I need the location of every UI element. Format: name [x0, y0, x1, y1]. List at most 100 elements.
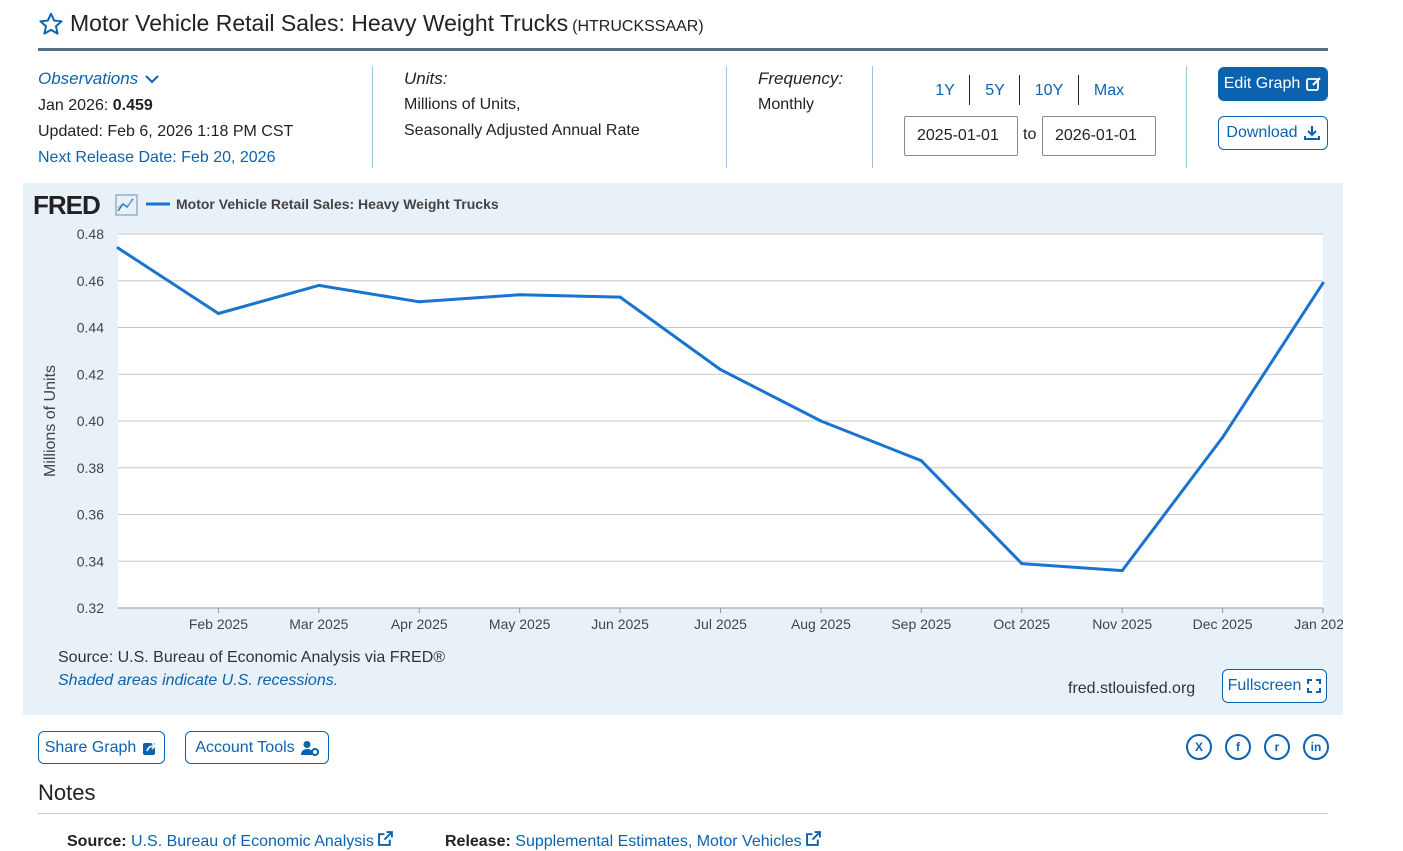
data-point[interactable]: [1020, 562, 1024, 566]
range-divider: [1019, 75, 1020, 105]
reddit-share-icon[interactable]: r: [1264, 734, 1290, 760]
range-divider: [969, 75, 970, 105]
range-max-button[interactable]: Max: [1093, 82, 1125, 99]
share-graph-label: Share Graph: [44, 738, 137, 756]
x-tick-label: Sep 2025: [891, 616, 951, 632]
divider: [1186, 66, 1187, 168]
divider: [372, 66, 373, 168]
y-tick-label: 0.42: [77, 366, 104, 382]
y-tick-label: 0.44: [77, 320, 104, 336]
range-5y-button[interactable]: 5Y: [985, 82, 1005, 99]
fred-logo: FRED: [33, 190, 100, 220]
y-tick-label: 0.34: [77, 553, 104, 569]
graph-panel: FRED Motor Vehicle Retail Sales: Heavy W…: [23, 183, 1343, 715]
share-graph-button[interactable]: Share Graph: [38, 731, 165, 764]
x-tick-label: Feb 2025: [189, 616, 248, 632]
x-tick-label: Oct 2025: [993, 616, 1050, 632]
chevron-down-icon: [145, 75, 159, 84]
source-label: Source:: [67, 833, 127, 850]
download-label: Download: [1226, 124, 1298, 141]
updated-text: Updated: Feb 6, 2026 1:18 PM CST: [38, 123, 294, 140]
start-date-input[interactable]: [904, 116, 1018, 156]
download-button[interactable]: Download: [1218, 116, 1328, 150]
page-title: Motor Vehicle Retail Sales: Heavy Weight…: [70, 10, 569, 36]
data-point[interactable]: [1221, 435, 1225, 439]
legend-label: Motor Vehicle Retail Sales: Heavy Weight…: [176, 196, 499, 212]
star-icon[interactable]: [38, 11, 64, 37]
edit-graph-button[interactable]: Edit Graph: [1218, 67, 1328, 101]
data-point[interactable]: [1120, 569, 1124, 573]
download-icon: [1303, 126, 1320, 140]
header-divider: [38, 48, 1328, 51]
y-tick-label: 0.36: [77, 507, 104, 523]
recession-note-link[interactable]: Shaded areas indicate U.S. recessions.: [58, 672, 339, 689]
units-label: Units:: [404, 69, 448, 88]
notes-heading: Notes: [38, 780, 96, 805]
source-link[interactable]: U.S. Bureau of Economic Analysis: [131, 833, 374, 850]
source-note: Source: U.S. Bureau of Economic Analysis…: [58, 649, 446, 666]
line-chart[interactable]: FRED Motor Vehicle Retail Sales: Heavy W…: [23, 183, 1343, 715]
range-10y-button[interactable]: 10Y: [1034, 82, 1064, 99]
data-point[interactable]: [719, 368, 722, 372]
data-point[interactable]: [116, 246, 120, 250]
y-tick-label: 0.40: [77, 413, 104, 429]
y-tick-label: 0.38: [77, 460, 104, 476]
x-tick-label: Jul 2025: [694, 616, 747, 632]
data-point[interactable]: [317, 283, 321, 287]
series-id: (HTRUCKSSAAR): [572, 17, 704, 35]
x-tick-label: Aug 2025: [791, 616, 851, 632]
observations-panel: Observations Jan 2026: 0.459 Updated: Fe…: [38, 66, 293, 171]
release-row: Release: Supplemental Estimates, Motor V…: [445, 831, 821, 851]
x-share-icon[interactable]: X: [1186, 734, 1212, 760]
data-point[interactable]: [417, 300, 421, 304]
external-link-icon: [806, 831, 821, 846]
x-tick-label: Mar 2025: [289, 616, 348, 632]
range-1y-button[interactable]: 1Y: [935, 82, 955, 99]
notes-divider: [38, 813, 1328, 814]
data-point[interactable]: [919, 459, 923, 463]
units-value-line2: Seasonally Adjusted Annual Rate: [404, 122, 640, 139]
latest-value: 0.459: [112, 97, 153, 114]
latest-observation: Jan 2026: 0.459: [38, 93, 293, 119]
data-point[interactable]: [518, 293, 522, 297]
units-panel: Units: Millions of Units, Seasonally Adj…: [404, 66, 640, 144]
x-tick-label: May 2025: [489, 616, 551, 632]
x-tick-label: Jan 2026: [1294, 616, 1343, 632]
fullscreen-icon: [1307, 679, 1322, 693]
to-label: to: [1023, 126, 1037, 143]
fullscreen-label: Fullscreen: [1227, 677, 1302, 694]
data-point[interactable]: [1321, 281, 1325, 285]
share-icon: [143, 741, 157, 755]
data-point[interactable]: [618, 295, 622, 299]
external-link-icon: [378, 831, 394, 846]
data-point[interactable]: [216, 311, 220, 315]
observations-label: Observations: [38, 69, 139, 88]
x-tick-label: Apr 2025: [391, 616, 448, 632]
end-date-input[interactable]: [1042, 116, 1156, 156]
fred-url: fred.stlouisfed.org: [1068, 680, 1196, 697]
range-divider: [1078, 75, 1079, 105]
chart-icon: [115, 194, 138, 216]
source-row: Source: U.S. Bureau of Economic Analysis: [67, 831, 394, 851]
divider: [726, 66, 727, 168]
x-tick-label: Nov 2025: [1092, 616, 1152, 632]
edit-icon: [1306, 77, 1322, 91]
user-gear-icon: [300, 740, 319, 756]
linkedin-share-icon[interactable]: in: [1303, 734, 1329, 760]
release-link[interactable]: Supplemental Estimates, Motor Vehicles: [515, 833, 802, 850]
facebook-share-icon[interactable]: f: [1225, 734, 1251, 760]
next-release-link[interactable]: Next Release Date: Feb 20, 2026: [38, 149, 276, 166]
edit-graph-label: Edit Graph: [1223, 75, 1301, 92]
account-tools-button[interactable]: Account Tools: [185, 731, 329, 764]
y-tick-label: 0.32: [77, 600, 104, 616]
fullscreen-button[interactable]: Fullscreen: [1222, 669, 1327, 703]
frequency-value: Monthly: [758, 96, 815, 113]
y-tick-label: 0.48: [77, 226, 104, 242]
account-tools-label: Account Tools: [195, 738, 295, 756]
latest-date: Jan 2026:: [38, 97, 109, 114]
title-row: Motor Vehicle Retail Sales: Heavy Weight…: [38, 10, 704, 37]
y-axis-label: Millions of Units: [42, 365, 59, 477]
observations-dropdown[interactable]: Observations: [38, 66, 160, 92]
data-point[interactable]: [819, 419, 823, 423]
y-tick-label: 0.46: [77, 273, 104, 289]
